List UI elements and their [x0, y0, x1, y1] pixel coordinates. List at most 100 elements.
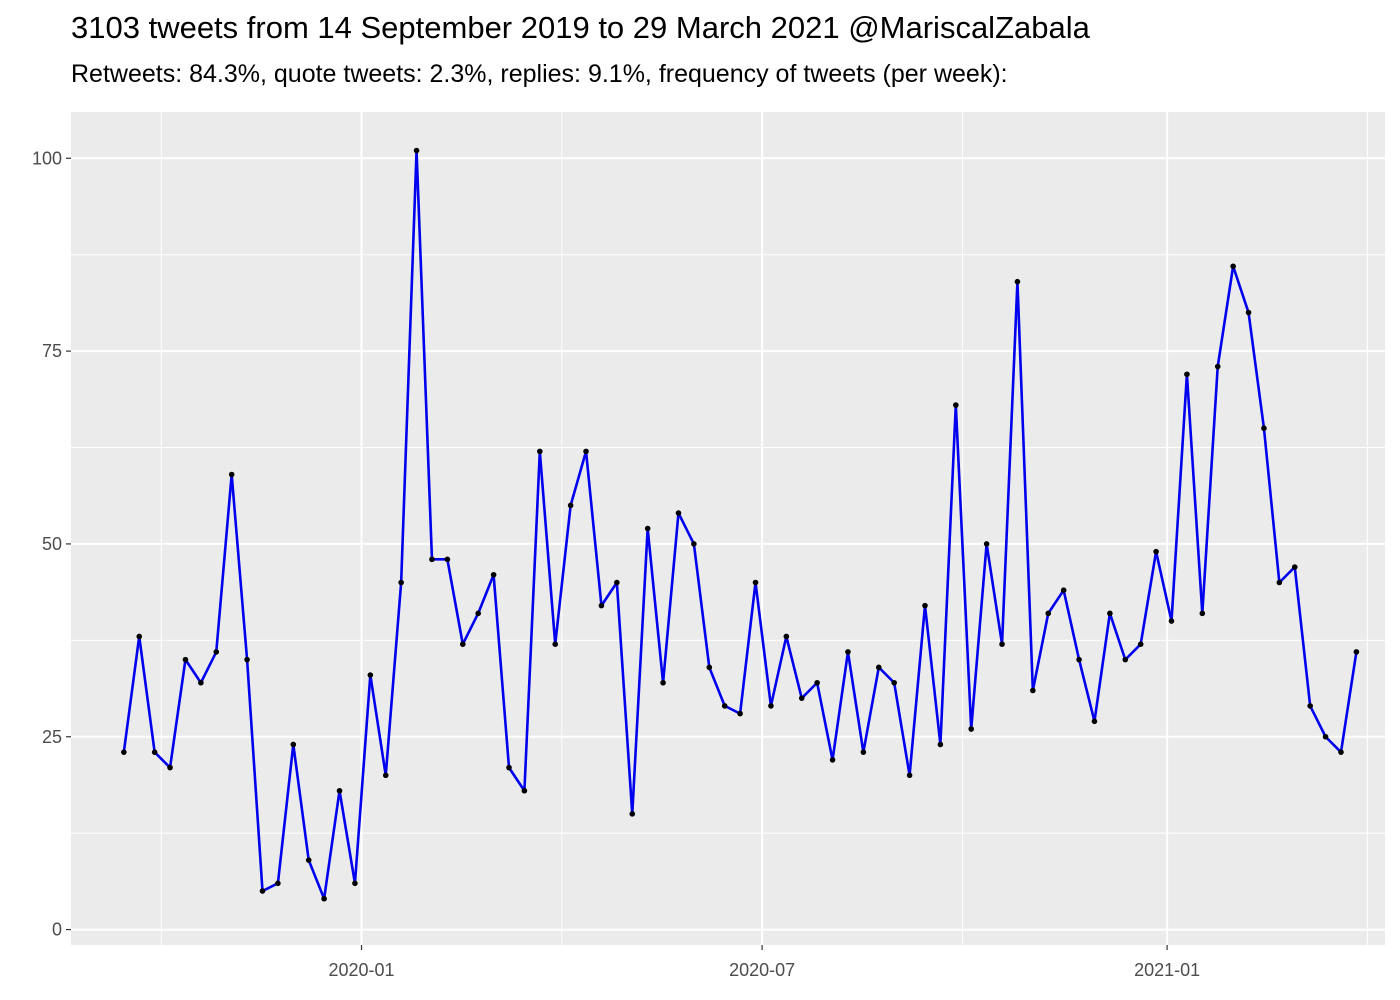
- data-point: [475, 610, 481, 617]
- data-point: [367, 672, 374, 678]
- data-point: [136, 633, 143, 640]
- data-point: [413, 147, 420, 154]
- data-point: [1030, 687, 1036, 694]
- data-point: [1353, 649, 1360, 655]
- series-line-segment: [954, 403, 973, 731]
- data-point: [752, 579, 759, 586]
- data-point: [1322, 733, 1329, 740]
- data-point: [490, 571, 497, 578]
- data-point: [1214, 363, 1221, 370]
- data-point: [691, 541, 697, 547]
- series-line-segment: [754, 581, 773, 708]
- series-line-segment: [646, 527, 665, 685]
- data-point: [244, 656, 250, 663]
- series-line-segment: [292, 743, 311, 862]
- series-line-segment: [507, 766, 526, 793]
- data-point: [583, 448, 589, 455]
- series-line-segment: [692, 542, 711, 669]
- series-line-segment: [815, 681, 834, 762]
- data-point: [1199, 610, 1206, 617]
- series-line-segment: [322, 789, 341, 901]
- data-point: [537, 448, 543, 455]
- series-line-segment: [630, 527, 649, 816]
- data-point: [721, 703, 728, 709]
- series-line-segment: [677, 511, 696, 546]
- series-line-segment: [615, 581, 634, 816]
- data-point: [459, 641, 466, 647]
- data-point: [598, 602, 605, 609]
- data-point: [121, 749, 127, 755]
- series-line-segment: [892, 681, 911, 777]
- data-point: [1076, 656, 1082, 663]
- data-point: [167, 764, 173, 771]
- data-point: [1107, 610, 1113, 617]
- series-line-segment: [1247, 311, 1266, 430]
- series-line-segment: [846, 650, 865, 754]
- data-point: [1261, 425, 1267, 432]
- data-point: [1230, 263, 1236, 270]
- data-point: [290, 741, 297, 748]
- series-line-segment: [1201, 365, 1220, 615]
- series-line-segment: [122, 635, 141, 754]
- data-line-layer: [122, 149, 1358, 901]
- series-line-segment: [569, 450, 588, 507]
- data-point: [275, 880, 281, 887]
- series-line-segment: [769, 635, 788, 708]
- data-point: [1276, 579, 1283, 586]
- data-point: [1245, 309, 1252, 316]
- data-point: [768, 703, 774, 709]
- data-point-layer: [121, 147, 1360, 902]
- data-point: [906, 772, 913, 779]
- data-point: [875, 664, 882, 671]
- series-line-segment: [923, 604, 942, 746]
- series-line-segment: [276, 743, 295, 885]
- series-line-segment: [214, 473, 233, 654]
- data-point: [352, 880, 358, 887]
- data-point: [999, 641, 1005, 647]
- grid-major: [71, 112, 1385, 945]
- data-point: [382, 772, 389, 779]
- data-point: [198, 679, 204, 686]
- data-point: [660, 679, 666, 686]
- series-line-segment: [261, 881, 280, 893]
- data-point: [1168, 618, 1175, 624]
- data-point: [151, 749, 158, 755]
- x-tick-label: 2020-07: [729, 960, 795, 980]
- series-line-segment: [1216, 264, 1235, 368]
- series-line-segment: [738, 581, 757, 715]
- series-line-segment: [384, 581, 403, 777]
- series-line-segment: [1170, 372, 1189, 623]
- x-tick-label: 2021-01: [1134, 960, 1200, 980]
- series-line-segment: [230, 473, 249, 661]
- series-line-segment: [476, 573, 495, 615]
- data-point: [1153, 548, 1159, 555]
- series-line-segment: [369, 673, 388, 777]
- series-line-segment: [245, 658, 264, 893]
- data-point: [1060, 587, 1067, 594]
- data-point: [506, 764, 512, 771]
- data-point: [629, 811, 636, 817]
- series-line-segment: [492, 573, 511, 769]
- data-point: [614, 579, 620, 586]
- data-point: [798, 695, 805, 701]
- series-line-segment: [1077, 658, 1096, 723]
- data-point: [891, 679, 897, 686]
- data-point: [737, 710, 743, 717]
- series-line-segment: [723, 704, 742, 715]
- data-point: [552, 641, 559, 647]
- series-line-segment: [1046, 588, 1065, 615]
- data-point: [1091, 718, 1098, 725]
- series-line-segment: [338, 789, 357, 885]
- data-point: [1307, 703, 1313, 709]
- y-tick-label: 50: [42, 534, 62, 554]
- data-point: [336, 787, 343, 794]
- series-line-segment: [1031, 612, 1050, 692]
- data-point: [398, 579, 404, 586]
- data-point: [953, 402, 959, 408]
- series-line-segment: [1062, 588, 1081, 661]
- y-axis: 0 25 50 75 100: [32, 148, 71, 940]
- series-line-segment: [1324, 735, 1343, 754]
- series-line-segment: [415, 149, 434, 561]
- series-line-segment: [1108, 612, 1127, 661]
